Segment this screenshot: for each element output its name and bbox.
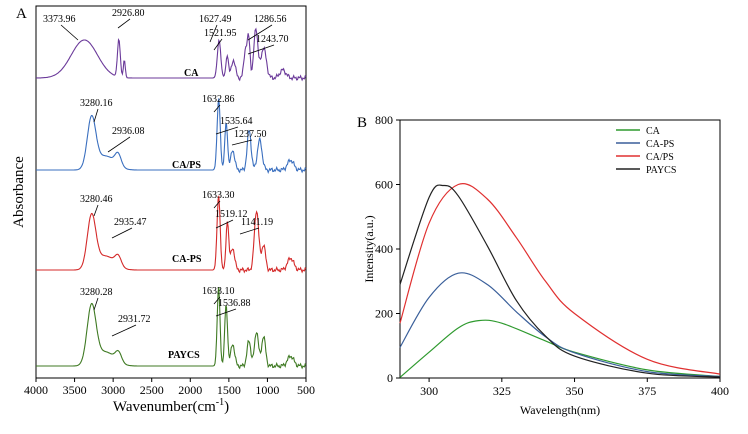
peak-label: 3280.28 [80,287,113,298]
peak-label: 1535.64 [220,116,253,127]
ftir-x-tick-label: 3500 [63,383,87,397]
legend-label: CA/PS [646,152,674,163]
panel-a-letter: A [16,6,27,22]
fluorescence-x-tick-label: 350 [566,384,584,398]
peak-arrow [213,104,221,113]
peak-label: 2931.72 [118,314,151,325]
ftir-spectrum-ca [35,27,307,82]
peak-arrow [209,24,218,43]
peak-label: 2926.80 [112,8,145,19]
peak-arrow [93,297,99,311]
ftir-x-tick-label: 4000 [24,383,48,397]
peak-label: 3280.16 [80,98,113,109]
peak-arrow [213,296,221,305]
fluorescence-curve-ca-ps [399,183,721,375]
legend-label: CA [646,126,661,137]
peak-arrow [213,38,223,51]
peak-label: 1633.30 [202,190,235,201]
peak-arrow [111,227,133,239]
fluorescence-x-tick-label: 400 [711,384,729,398]
peak-arrow [111,324,137,337]
ftir-x-tick-label: 2500 [140,383,164,397]
ftir-plot-frame [35,5,307,379]
ftir-x-tick-label: 3000 [101,383,125,397]
ftir-x-axis-title: Wavenumber(cm-1) [113,397,229,415]
peak-label: 1243.70 [256,34,289,45]
peak-label: 1633.10 [202,286,235,297]
fluorescence-y-tick-label: 600 [375,178,393,192]
peak-label: 1286.56 [254,14,287,25]
peak-arrow [93,108,99,123]
fluorescence-y-tick-label: 400 [375,242,393,256]
ftir-x-ticks: 4000 3500 3000 2500 2000 1500 1000 500 [24,378,315,397]
peak-label: 1141.19 [241,217,273,228]
peak-arrow [107,136,131,153]
ftir-x-tick-label: 500 [297,383,315,397]
peak-label: 1521.95 [204,28,237,39]
peak-arrow [117,18,131,29]
fluorescence-y-tick-label: 800 [375,113,393,127]
peak-label: 1519.12 [215,209,248,220]
peak-arrow [239,227,260,235]
fluorescence-y-ticks: 0 200 400 600 800 [375,113,400,385]
fluorescence-x-ticks: 300 325 350 375 400 [420,378,729,398]
ftir-spectra [35,27,307,370]
fluorescence-legend: CA CA-PS CA/PS PAYCS [616,126,676,176]
peak-arrow [247,44,275,55]
peak-label: 3280.46 [80,194,113,205]
peak-label: 1237.50 [234,129,267,140]
peak-label: 3373.96 [43,14,76,25]
peak-label: 2935.47 [114,217,147,228]
peak-arrow [93,204,99,217]
legend-label: CA-PS [646,139,674,150]
ftir-x-tick-label: 1000 [255,383,279,397]
peak-arrow [215,219,234,229]
fluorescence-y-tick-label: 200 [375,307,393,321]
peak-label: 1632.86 [202,94,235,105]
fluorescence-x-tick-label: 375 [638,384,656,398]
ftir-x-tick-label: 1500 [217,383,241,397]
fluorescence-x-axis-title: Wavelength(nm) [520,403,600,417]
peak-label: 1536.88 [218,298,251,309]
ftir-panel: A 4000 3500 3000 2500 2000 1500 1000 500 3373.9… [11,5,315,415]
panel-b-letter: B [357,115,367,131]
fluorescence-y-axis-title: Intensity(a.u.) [362,215,376,282]
ftir-spectrum-ca-ps [36,98,307,174]
peak-arrow [213,200,221,209]
fluorescence-curve-paycs [399,184,721,378]
fluorescence-curve-ca [399,319,721,378]
legend-label: PAYCS [646,165,676,176]
ftir-y-axis-title: Absorbance [11,156,27,228]
peak-arrow [215,126,239,135]
ftir-peak-labels: 3373.96 2926.80 1627.49 1521.95 1286.56 1243.… [43,8,289,337]
fluorescence-curve-ca-ps [399,272,721,377]
peak-arrow [215,308,237,317]
ftir-sample-label: CA-PS [172,254,202,265]
fluorescence-x-tick-label: 300 [420,384,438,398]
ftir-x-tick-label: 2000 [178,383,202,397]
ftir-spectrum-paycs [36,287,307,370]
fluorescence-y-tick-label: 0 [387,371,393,385]
fluorescence-x-tick-label: 325 [493,384,511,398]
peak-label: 1627.49 [199,14,232,25]
ftir-sample-label: CA/PS [172,160,201,171]
peak-arrow [247,24,273,41]
ftir-spectrum-ca-ps [36,195,307,274]
ftir-sample-labels: CA CA/PS CA-PS PAYCS [168,68,202,361]
peak-arrow [231,139,253,146]
peak-arrow [60,24,79,41]
ftir-sample-label: CA [184,68,199,79]
fluorescence-curves [399,183,721,378]
peak-label: 2936.08 [112,126,145,137]
ftir-sample-label: PAYCS [168,350,200,361]
